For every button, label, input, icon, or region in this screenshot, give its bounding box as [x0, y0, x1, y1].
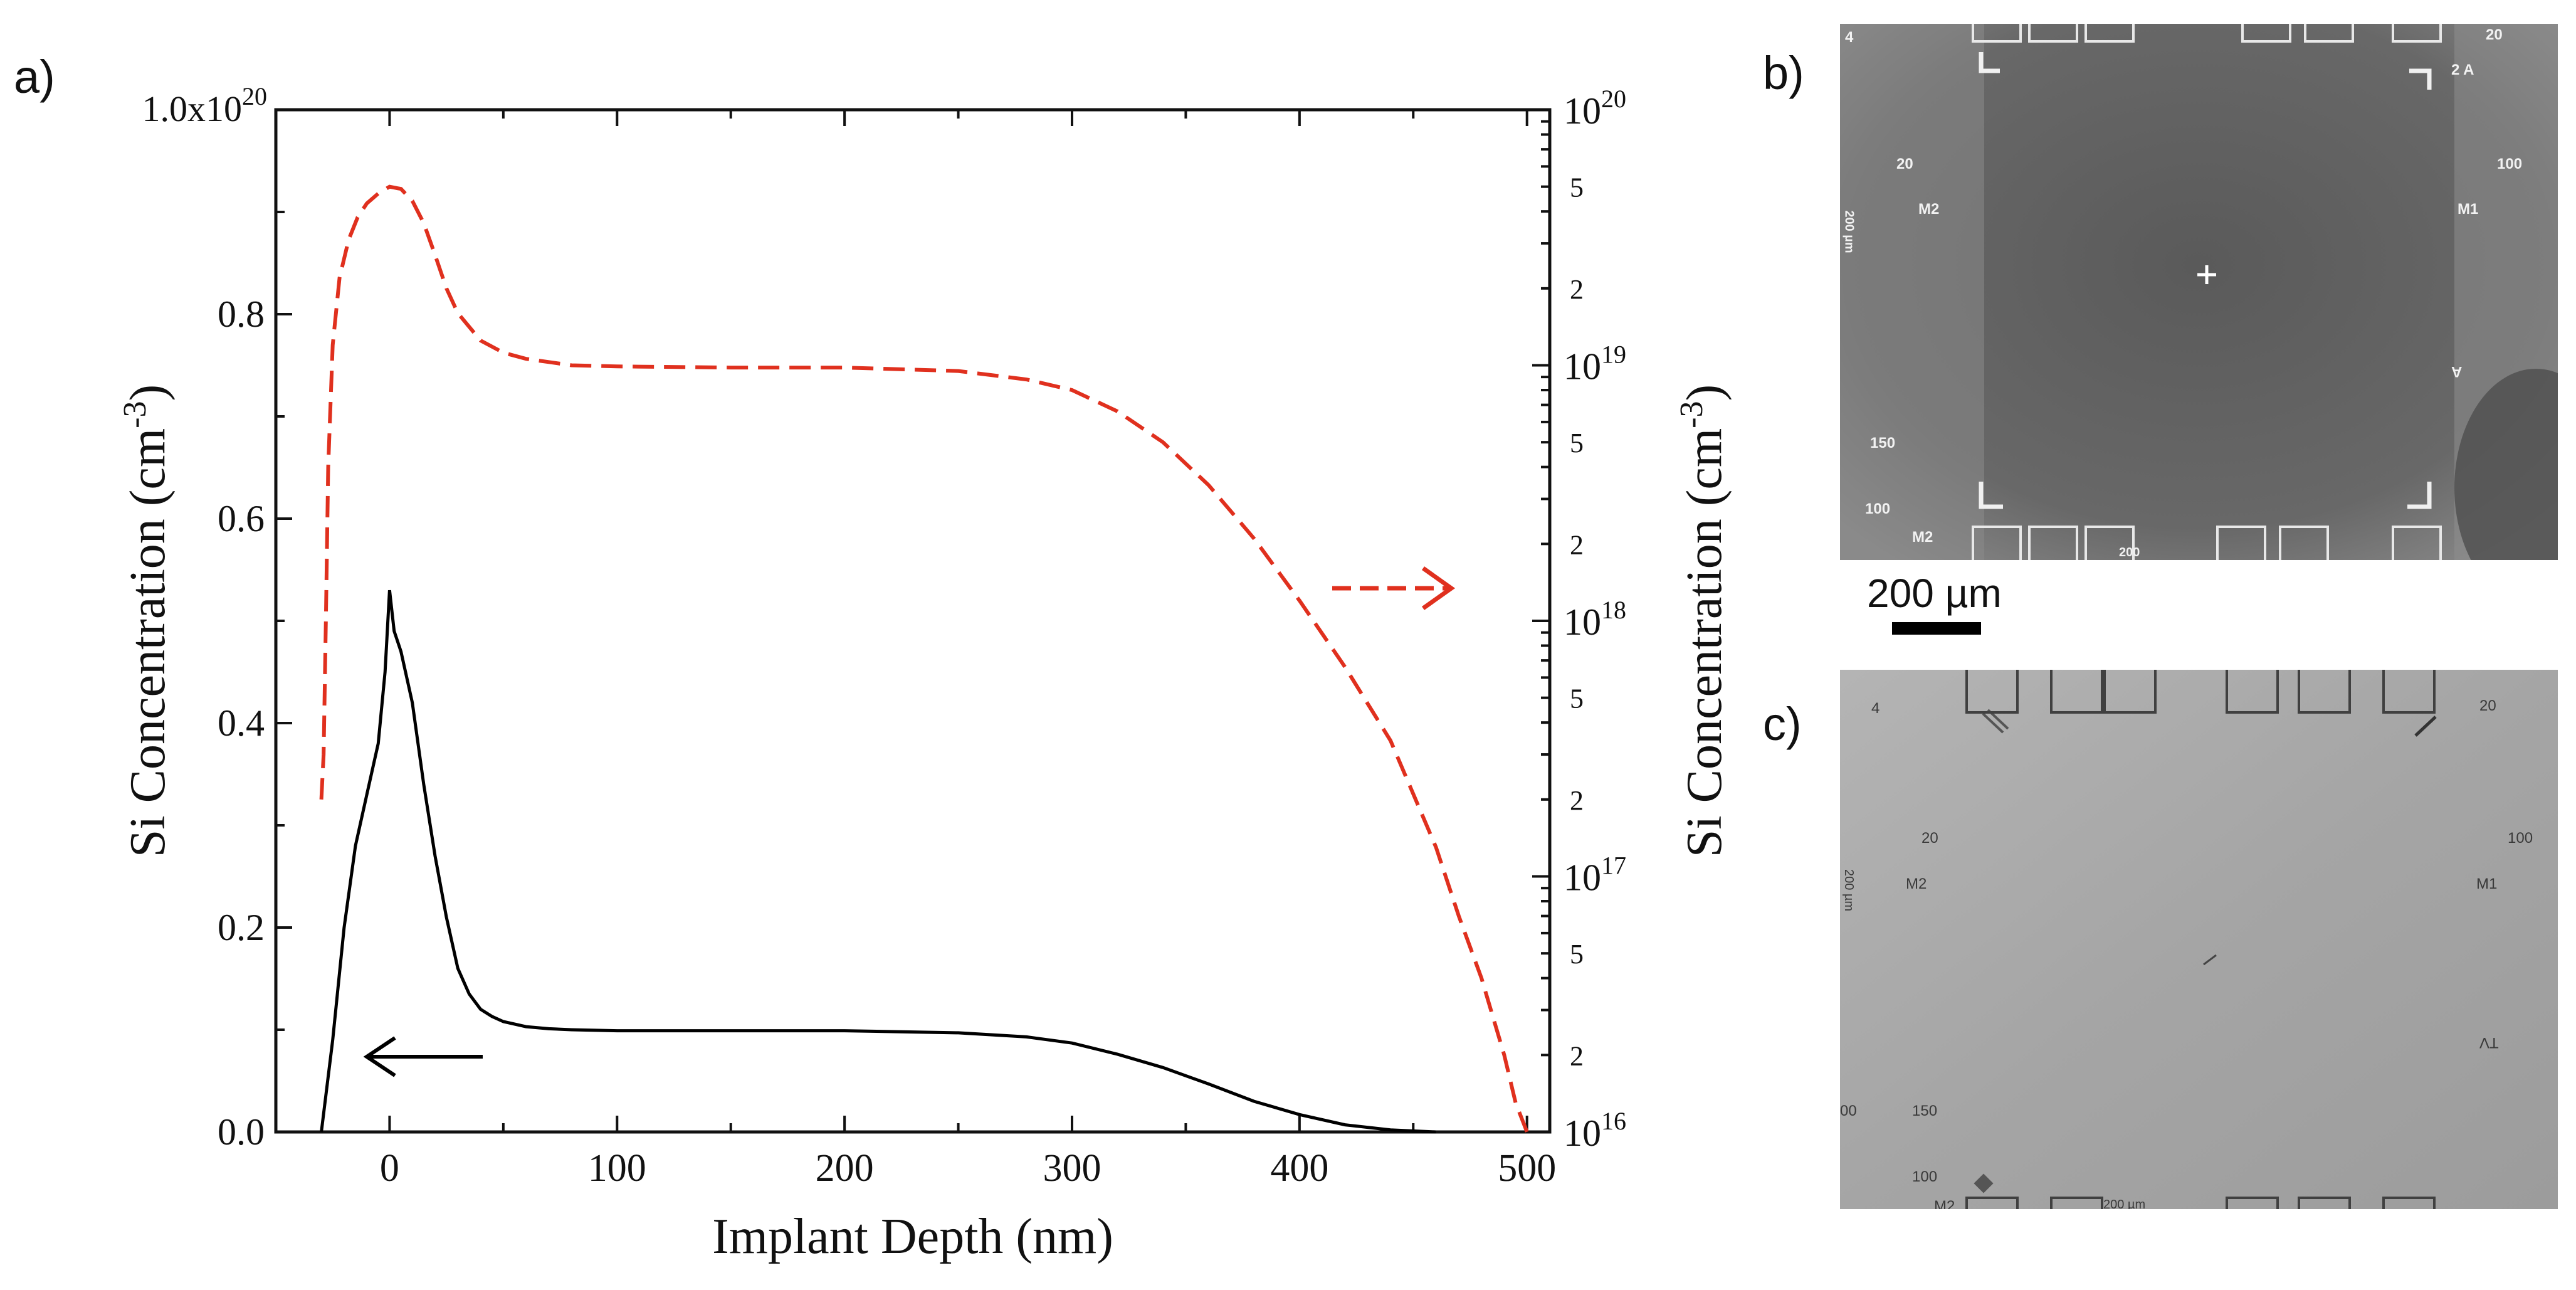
- contact-pad: [2084, 24, 2135, 43]
- micrograph-label: 20: [1896, 156, 1913, 172]
- contact-pad: [2226, 1197, 2279, 1209]
- micrograph-label: 4: [1845, 29, 1854, 46]
- contact-pad: [2382, 1197, 2436, 1209]
- contact-pad: [2279, 526, 2329, 560]
- y-right-minor-label: 2: [1570, 785, 1584, 816]
- x-tick-label: 200: [816, 1147, 874, 1190]
- y-left-tick-label: 0.4: [218, 702, 265, 744]
- micrograph-c: 4 20 20 100 M2 M1 200 µm 150 100 00 TV M…: [1840, 670, 2558, 1209]
- series-line-linear-concentration: [320, 589, 1436, 1134]
- micrograph-label: 100: [2497, 156, 2523, 172]
- contact-pad: [2392, 24, 2442, 43]
- y-left-tick-label: 0.6: [218, 498, 265, 539]
- micrograph-label: M1: [2476, 875, 2498, 892]
- micrograph-label: 20: [1921, 830, 1938, 847]
- scale-bar-label: 200 µm: [1867, 571, 2002, 616]
- micrograph-label: 20: [2479, 697, 2496, 714]
- y-right-minor-label: 2: [1570, 1040, 1584, 1071]
- micrograph-label: 100: [1912, 1168, 1938, 1185]
- y-right-decade-label: 1016: [1564, 1107, 1626, 1154]
- contact-pad: [2103, 670, 2157, 714]
- y-left-top-tick-label: 1.0x1020: [142, 82, 268, 129]
- micrograph-label: 2 A: [2451, 61, 2474, 78]
- micrograph-label: 20: [2486, 26, 2503, 43]
- x-axis-ticks: 0 100 200 300 400 500: [275, 110, 1556, 1190]
- contact-pad: [2050, 1197, 2103, 1209]
- x-tick-label: 500: [1498, 1147, 1556, 1190]
- y-right-decade-label: 1017: [1564, 852, 1626, 899]
- micrograph-label: M1: [2458, 201, 2479, 218]
- y-left-axis-ticks: 0.0 0.2 0.4 0.6 0.8 1.0x1020: [142, 82, 292, 1153]
- y-left-tick-label: 0.8: [218, 293, 265, 335]
- y-right-decade-label: 1020: [1564, 85, 1626, 132]
- contact-pad: [2298, 670, 2351, 714]
- plot-frame: [274, 108, 1552, 1134]
- contact-pad: [2382, 670, 2436, 714]
- micrograph-b-texture: [1840, 24, 2558, 560]
- y-right-minor-label: 5: [1570, 172, 1584, 203]
- series-line-log-concentration: [319, 184, 1529, 1133]
- micrograph-label: M2: [1906, 875, 1927, 892]
- x-tick-label: 400: [1270, 1147, 1328, 1190]
- micrograph-label: 100: [2508, 830, 2533, 847]
- micrograph-label: 150: [1870, 435, 1896, 452]
- panel-label-b: b): [1763, 47, 1804, 99]
- micrograph-label: 00: [1840, 1102, 1857, 1119]
- contact-pad: [1972, 526, 2022, 560]
- contact-pad: [2392, 526, 2442, 560]
- y-right-minor-label: 2: [1570, 274, 1584, 305]
- micrograph-label: M2: [1912, 529, 1933, 546]
- y-left-tick-label: 0.2: [218, 907, 265, 948]
- y-right-minor-label: 5: [1570, 939, 1584, 970]
- x-tick-label: 100: [588, 1147, 646, 1190]
- x-tick-label: 300: [1043, 1147, 1101, 1190]
- micrograph-label: A: [2451, 363, 2463, 380]
- contact-pad: [2084, 526, 2135, 560]
- y-right-minor-label: 5: [1570, 428, 1584, 458]
- micrograph-label: 200 µm: [2103, 1198, 2146, 1209]
- contact-pad: [2304, 24, 2354, 43]
- y-left-axis-label: Si Concentration (cm-3): [117, 384, 176, 857]
- y-right-decade-label: 1019: [1564, 341, 1626, 388]
- contact-pad: [2241, 24, 2291, 43]
- y-left-tick-label: 0.0: [218, 1111, 265, 1153]
- y-right-minor-label: 5: [1570, 684, 1584, 714]
- contact-pad: [1965, 1197, 2019, 1209]
- micrograph-label: M2: [1918, 201, 1940, 218]
- micrograph-label: 200 µm: [1842, 210, 1856, 253]
- micrograph-label: 200: [2119, 546, 2140, 559]
- micrograph-b: 4 20 2 A 20 100 M2 M1 200 µm 150 100 M2 …: [1840, 24, 2558, 560]
- x-tick-label: 0: [380, 1147, 399, 1190]
- contact-pad: [1972, 24, 2022, 43]
- x-axis-label: Implant Depth (nm): [712, 1209, 1113, 1264]
- right-axis-arrow: [1332, 566, 1456, 610]
- micrograph-label: M2: [1934, 1198, 1955, 1209]
- contact-pad: [2050, 670, 2103, 714]
- micrograph-c-texture: [1840, 670, 2558, 1209]
- y-right-minor-label: 2: [1570, 529, 1584, 560]
- left-axis-arrow: [363, 1036, 483, 1077]
- panel-label-a: a): [14, 51, 55, 103]
- micrograph-label: 4: [1871, 700, 1880, 717]
- contact-pad: [1965, 670, 2019, 714]
- contact-pad: [2226, 670, 2279, 714]
- contact-pad: [2298, 1197, 2351, 1209]
- y-right-axis-ticks: 1020 1019 1018 1017 1016 5 2 5 2 5 2 5 2: [1532, 85, 1626, 1154]
- micrograph-label: 100: [1865, 500, 1891, 517]
- y-right-axis-label: Si Concentration (cm-3): [1674, 384, 1732, 857]
- contact-pad: [2028, 24, 2078, 43]
- micrograph-label: 150: [1912, 1102, 1938, 1119]
- y-right-decade-label: 1018: [1564, 596, 1626, 643]
- contact-pad: [2216, 526, 2266, 560]
- panel-label-c: c): [1763, 698, 1802, 750]
- micrograph-label: 200 µm: [1842, 869, 1856, 912]
- scale-bar: [1892, 622, 1981, 635]
- contact-pad: [2028, 526, 2078, 560]
- micrograph-label: TV: [2479, 1034, 2499, 1051]
